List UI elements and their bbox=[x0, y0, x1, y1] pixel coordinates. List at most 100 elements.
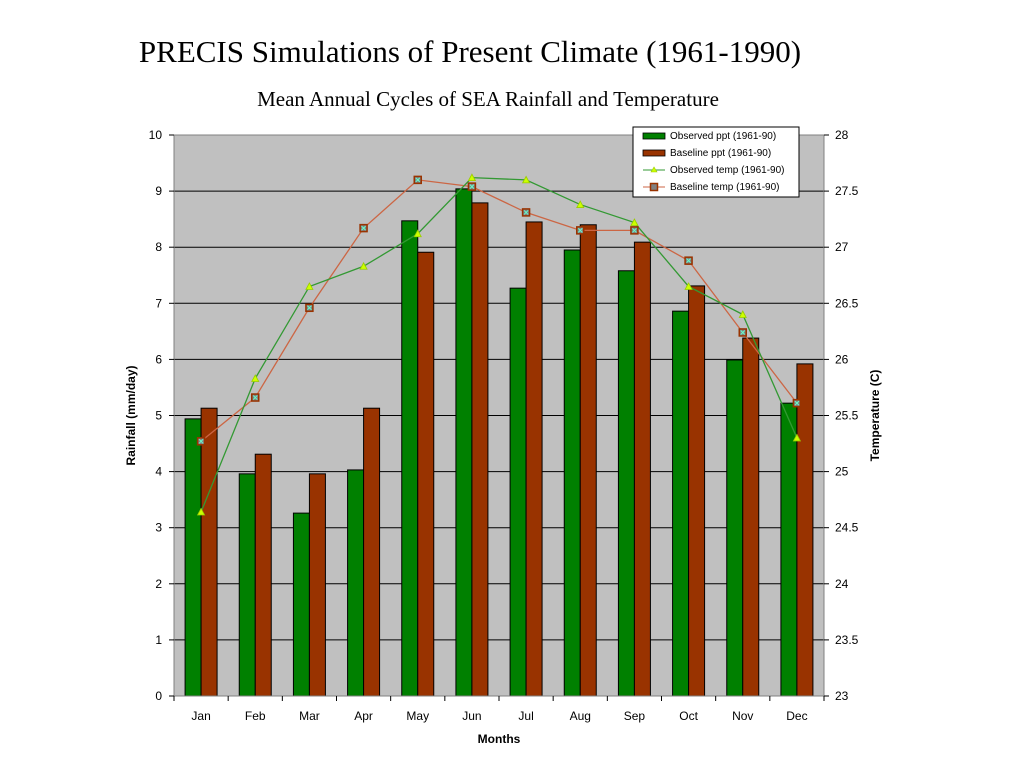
bar-observed-ppt bbox=[617, 270, 635, 697]
bar-baseline-ppt bbox=[742, 337, 760, 697]
legend-swatch-baseline-ppt bbox=[642, 149, 666, 157]
x-tick-label: Mar bbox=[299, 709, 320, 723]
x-tick-label: Jun bbox=[462, 709, 481, 723]
y2-tick-label: 24.5 bbox=[835, 521, 859, 535]
right-axis-ticks: 23 23.5 24 24.5 25 25.5 26 26.5 27 27.5 28 bbox=[824, 128, 859, 703]
y2-tick-label: 28 bbox=[835, 128, 849, 142]
marker-observed-temp bbox=[630, 218, 639, 226]
x-tick-label: Apr bbox=[354, 709, 373, 723]
marker-observed-temp bbox=[738, 310, 747, 318]
bar-baseline-ppt bbox=[525, 221, 543, 697]
bar-baseline-ppt bbox=[417, 251, 435, 697]
y2-tick-label: 24 bbox=[835, 577, 849, 591]
marker-x-icon bbox=[361, 225, 366, 231]
marker-x-icon bbox=[252, 395, 258, 400]
bar-baseline-ppt bbox=[633, 241, 651, 697]
y-tick-label: 4 bbox=[155, 465, 162, 479]
marker-x-icon bbox=[740, 330, 746, 335]
bar-observed-ppt bbox=[401, 220, 419, 697]
y-tick-label: 6 bbox=[155, 352, 162, 366]
marker-x-icon bbox=[632, 228, 637, 233]
marker-observed-temp bbox=[305, 282, 314, 290]
line-observed-temp bbox=[200, 176, 798, 513]
x-axis-label: Months bbox=[478, 732, 521, 746]
marker-observed-temp bbox=[413, 229, 422, 238]
x-tick-label: Oct bbox=[679, 709, 698, 723]
marker-x-icon bbox=[198, 438, 204, 444]
bar-observed-ppt bbox=[292, 512, 310, 697]
legend-label: Baseline temp (1961-90) bbox=[670, 182, 780, 193]
bar-baseline-ppt bbox=[200, 407, 218, 697]
x-tick-label: Feb bbox=[245, 709, 266, 723]
temperature-lines bbox=[196, 173, 802, 516]
y-tick-label: 8 bbox=[155, 240, 162, 254]
y2-tick-label: 26 bbox=[835, 352, 849, 366]
y-tick-label: 7 bbox=[155, 296, 162, 310]
y2-tick-label: 27 bbox=[835, 240, 849, 254]
chart-subtitle: Mean Annual Cycles of SEA Rainfall and T… bbox=[257, 87, 719, 111]
y-tick-label: 1 bbox=[155, 633, 162, 647]
gridlines bbox=[174, 134, 824, 697]
x-tick-label: May bbox=[406, 709, 429, 723]
line-baseline-temp bbox=[200, 179, 798, 442]
bar-baseline-ppt bbox=[363, 407, 381, 697]
bar-baseline-ppt bbox=[796, 363, 814, 697]
marker-x-icon bbox=[523, 210, 529, 215]
y-tick-label: 5 bbox=[155, 409, 162, 423]
marker-observed-temp bbox=[521, 175, 531, 184]
y2-tick-label: 27.5 bbox=[835, 184, 859, 198]
bar-observed-ppt bbox=[672, 310, 690, 697]
x-axis-ticks: Jan Feb Mar Apr May Jun Jul Aug Sep Oct Nov Dec bbox=[173, 696, 825, 723]
y2-tick-label: 25.5 bbox=[835, 409, 859, 423]
bar-observed-ppt bbox=[238, 473, 256, 697]
bar-baseline-ppt bbox=[688, 285, 706, 697]
bar-baseline-ppt bbox=[308, 473, 326, 697]
legend-label: Observed temp (1961-90) bbox=[670, 165, 785, 176]
marker-x-icon bbox=[577, 228, 583, 233]
y2-tick-label: 26.5 bbox=[835, 296, 859, 310]
x-tick-label: Aug bbox=[570, 709, 591, 723]
y2-tick-label: 25 bbox=[835, 465, 849, 479]
marker-observed-temp bbox=[576, 200, 585, 208]
y-tick-label: 0 bbox=[155, 689, 162, 703]
bar-baseline-ppt bbox=[471, 202, 489, 697]
marker-observed-temp bbox=[251, 374, 260, 382]
bar-observed-ppt bbox=[455, 188, 473, 697]
marker-observed-temp bbox=[467, 173, 477, 182]
marker-x-icon bbox=[794, 400, 800, 406]
y-tick-label: 9 bbox=[155, 184, 162, 198]
x-tick-label: Jan bbox=[191, 709, 210, 723]
y-axis-label: Rainfall (mm/day) bbox=[124, 365, 138, 465]
y-tick-label: 2 bbox=[155, 577, 162, 591]
bar-baseline-ppt bbox=[254, 453, 272, 697]
y-tick-label: 10 bbox=[149, 128, 163, 142]
marker-x-icon bbox=[307, 305, 312, 311]
marker-observed-temp bbox=[684, 282, 693, 290]
bar-baseline-ppt bbox=[579, 224, 597, 697]
bar-observed-ppt bbox=[726, 359, 744, 697]
x-tick-label: Dec bbox=[786, 709, 807, 723]
bar-observed-ppt bbox=[347, 469, 365, 697]
y-tick-label: 3 bbox=[155, 521, 162, 535]
left-axis-ticks: 0 1 2 3 4 5 6 7 8 9 10 bbox=[149, 128, 174, 703]
marker-observed-temp bbox=[359, 261, 368, 270]
x-tick-label: Sep bbox=[624, 709, 646, 723]
bar-observed-ppt bbox=[780, 402, 798, 697]
y2-tick-label: 23.5 bbox=[835, 633, 859, 647]
marker-x-icon bbox=[469, 184, 475, 189]
y2-axis-label: Temperature (C) bbox=[868, 370, 882, 462]
legend: Observed ppt (1961-90) Baseline ppt (196… bbox=[632, 126, 800, 198]
marker-x-icon bbox=[686, 258, 691, 264]
page-title: PRECIS Simulations of Present Climate (1… bbox=[138, 34, 802, 69]
marker-observed-temp bbox=[792, 433, 802, 442]
legend-label: Baseline ppt (1961-90) bbox=[670, 148, 771, 159]
legend-swatch-observed-ppt bbox=[642, 132, 666, 140]
marker-x-icon bbox=[415, 177, 421, 183]
marker-observed-temp bbox=[196, 507, 206, 516]
legend-marker-square-icon bbox=[649, 182, 659, 192]
x-tick-label: Jul bbox=[518, 709, 533, 723]
x-tick-label: Nov bbox=[732, 709, 753, 723]
bar-observed-ppt bbox=[563, 249, 581, 697]
legend-label: Observed ppt (1961-90) bbox=[670, 131, 776, 142]
